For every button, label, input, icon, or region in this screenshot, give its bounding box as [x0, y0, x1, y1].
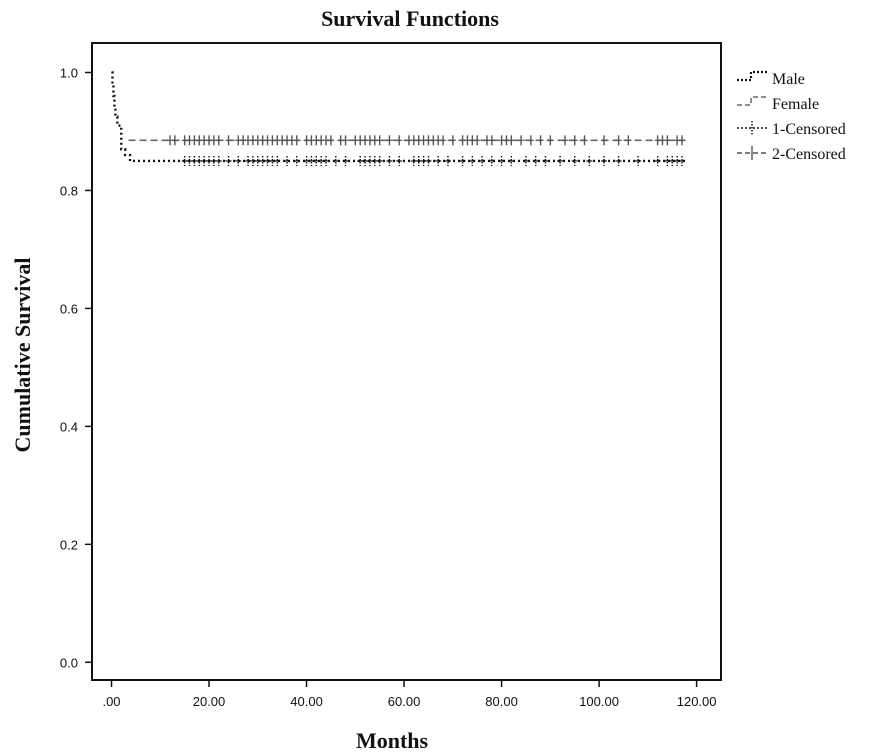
- x-tick-label: .00: [102, 694, 120, 709]
- censor-mark-2: [518, 135, 525, 146]
- censor-mark-2: [678, 135, 685, 146]
- x-tick-label: 20.00: [193, 694, 226, 709]
- survival-line-male: [111, 71, 687, 163]
- censor-mark-2: [386, 135, 393, 146]
- chart-title: Survival Functions: [321, 6, 499, 31]
- censor-mark-1: [615, 155, 622, 166]
- censor-mark-2: [293, 135, 300, 146]
- censor-mark-1: [323, 155, 330, 166]
- censor-mark-1: [293, 155, 300, 166]
- censor-mark-2: [547, 135, 554, 146]
- censor-mark-1: [654, 155, 661, 166]
- censor-mark-1: [678, 155, 685, 166]
- censor-mark-1: [532, 155, 539, 166]
- legend-item: 2-Censored: [737, 146, 846, 163]
- censor-mark-2: [615, 135, 622, 146]
- censor-mark-1: [386, 155, 393, 166]
- censor-mark-2: [600, 135, 607, 146]
- legend-item: 1-Censored: [737, 121, 846, 138]
- censor-mark-2: [625, 135, 632, 146]
- legend-label: 2-Censored: [772, 146, 846, 163]
- censor-mark-1: [284, 155, 291, 166]
- censor-mark-2: [342, 135, 349, 146]
- censor-mark-2: [571, 135, 578, 146]
- legend-swatch-female: [737, 96, 767, 106]
- censor-mark-1: [542, 155, 549, 166]
- censor-mark-1: [235, 155, 242, 166]
- legend-item: Male: [737, 70, 805, 88]
- y-axis: 0.0 0.2 0.4 0.6 0.8 1.0: [60, 65, 92, 670]
- censor-mark-2: [527, 135, 534, 146]
- x-tick-label: 60.00: [388, 694, 421, 709]
- plot-frame: [91, 42, 722, 681]
- y-tick-label: 0.4: [60, 419, 78, 434]
- legend: Male Female 1-Censored 2-Censored: [737, 70, 846, 163]
- censor-mark-2: [488, 135, 495, 146]
- y-axis-title: Cumulative Survival: [10, 258, 35, 453]
- censor-mark-1: [342, 155, 349, 166]
- x-tick-label: 80.00: [485, 694, 518, 709]
- legend-label: Male: [772, 71, 805, 88]
- censor-mark-2: [664, 135, 671, 146]
- censor-mark-1: [498, 155, 505, 166]
- censor-mark-2: [215, 135, 222, 146]
- x-axis: .00 20.00 40.00 60.00 80.00 100.00 120.00: [102, 680, 717, 709]
- censor-mark-1: [635, 155, 642, 166]
- y-tick-label: 0.0: [60, 655, 78, 670]
- censor-mark-1: [479, 155, 486, 166]
- censor-mark-1: [586, 155, 593, 166]
- censor-mark-1: [425, 155, 432, 166]
- censor-mark-1: [444, 155, 451, 166]
- censor-mark-2: [225, 135, 232, 146]
- censor-mark-1: [274, 155, 281, 166]
- censor-mark-1: [488, 155, 495, 166]
- y-tick-label: 0.6: [60, 301, 78, 316]
- series-layer: [111, 71, 687, 163]
- censor-mark-1: [571, 155, 578, 166]
- censor-mark-1: [435, 155, 442, 166]
- legend-label: 1-Censored: [772, 121, 846, 138]
- censor-mark-2: [440, 135, 447, 146]
- censor-mark-2: [581, 135, 588, 146]
- censor-mark-1: [557, 155, 564, 166]
- censor-mark-1: [469, 155, 476, 166]
- censor-mark-2: [537, 135, 544, 146]
- censor-mark-1: [376, 155, 383, 166]
- legend-swatch-male: [737, 70, 767, 82]
- censor-mark-2: [449, 135, 456, 146]
- censor-mark-1: [215, 155, 222, 166]
- censor-mark-2: [327, 135, 334, 146]
- censor-mark-1: [508, 155, 515, 166]
- y-tick-label: 0.8: [60, 183, 78, 198]
- censor-mark-2: [474, 135, 481, 146]
- censor-markers: [167, 135, 685, 166]
- y-tick-label: 1.0: [60, 65, 78, 80]
- censor-mark-1: [396, 155, 403, 166]
- censor-mark-1: [600, 155, 607, 166]
- censor-mark-1: [225, 155, 232, 166]
- censor-mark-2: [561, 135, 568, 146]
- x-tick-label: 100.00: [579, 694, 619, 709]
- censor-mark-1: [332, 155, 339, 166]
- censor-mark-2: [508, 135, 515, 146]
- x-tick-label: 120.00: [677, 694, 717, 709]
- censor-mark-2: [376, 135, 383, 146]
- censor-mark-2: [171, 135, 178, 146]
- censor-mark-1: [459, 155, 466, 166]
- y-tick-label: 0.2: [60, 537, 78, 552]
- censor-mark-1: [522, 155, 529, 166]
- censor-mark-2: [396, 135, 403, 146]
- x-axis-title: Months: [356, 728, 429, 753]
- x-tick-label: 40.00: [290, 694, 323, 709]
- legend-label: Female: [772, 96, 819, 113]
- legend-item: Female: [737, 96, 819, 113]
